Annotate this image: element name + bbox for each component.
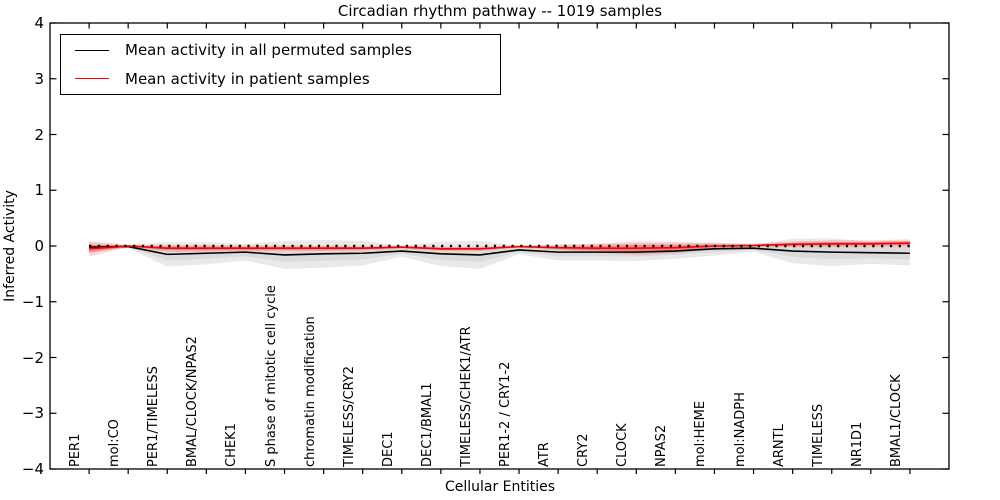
chart-title: Circadian rhythm pathway -- 1019 samples	[337, 2, 663, 20]
x-tick-label: BMAL/CLOCK/NPAS2	[185, 336, 201, 467]
x-tick-label: mol:HEME	[693, 400, 709, 467]
x-tick-label: TIMELESS/CRY2	[341, 365, 357, 467]
legend-line-sample-red	[75, 78, 109, 80]
x-tick-label: mol:CO	[107, 419, 123, 467]
x-tick-label: chromatin modification	[302, 316, 318, 467]
x-axis-label: Cellular Entities	[444, 479, 556, 495]
patient-mean-line	[89, 242, 910, 250]
y-tick-label: 0	[34, 237, 44, 255]
x-tick-label: NPAS2	[654, 424, 670, 467]
x-tick-label: TIMELESS/CHEK1/ATR	[458, 326, 474, 467]
legend-label: Mean activity in patient samples	[125, 69, 370, 88]
x-tick-label: ARNTL	[771, 424, 787, 467]
x-tick-label: PER1-2 / CRY1-2	[498, 361, 514, 467]
legend-entry-patient: Mean activity in patient samples	[61, 66, 500, 92]
y-tick-label: −2	[21, 348, 44, 367]
legend-label: Mean activity in all permuted samples	[125, 41, 412, 60]
x-tick-label: CHEK1	[224, 423, 240, 467]
x-tick-label: mol:NADPH	[732, 392, 748, 467]
y-tick-label: 2	[34, 125, 44, 144]
legend-line-sample-black	[75, 49, 109, 51]
y-tick-label: −4	[21, 460, 44, 478]
y-tick-label: 1	[34, 181, 44, 200]
y-tick-label: 4	[34, 14, 44, 32]
legend: Mean activity in all permuted samples Me…	[60, 34, 501, 95]
x-tick-label: DEC1	[380, 431, 396, 467]
y-tick-label: −1	[21, 292, 44, 311]
x-tick-label: ATR	[537, 442, 553, 467]
x-tick-label: S phase of mitotic cell cycle	[263, 285, 279, 467]
x-tick-label: BMAL1/CLOCK	[888, 374, 904, 467]
x-tick-label: CLOCK	[615, 423, 631, 467]
x-tick-label: CRY2	[576, 433, 592, 468]
y-tick-label: −3	[21, 404, 44, 423]
y-tick-label: 3	[34, 69, 44, 88]
x-tick-label: PER1	[68, 433, 84, 467]
x-tick-label: NR1D1	[849, 421, 865, 467]
x-tick-label: TIMELESS	[810, 403, 826, 467]
legend-entry-permuted: Mean activity in all permuted samples	[61, 37, 500, 63]
permuted-mean-line	[89, 245, 910, 256]
x-tick-label: DEC1/BMAL1	[419, 382, 435, 468]
x-tick-label: PER1/TIMELESS	[146, 366, 162, 467]
